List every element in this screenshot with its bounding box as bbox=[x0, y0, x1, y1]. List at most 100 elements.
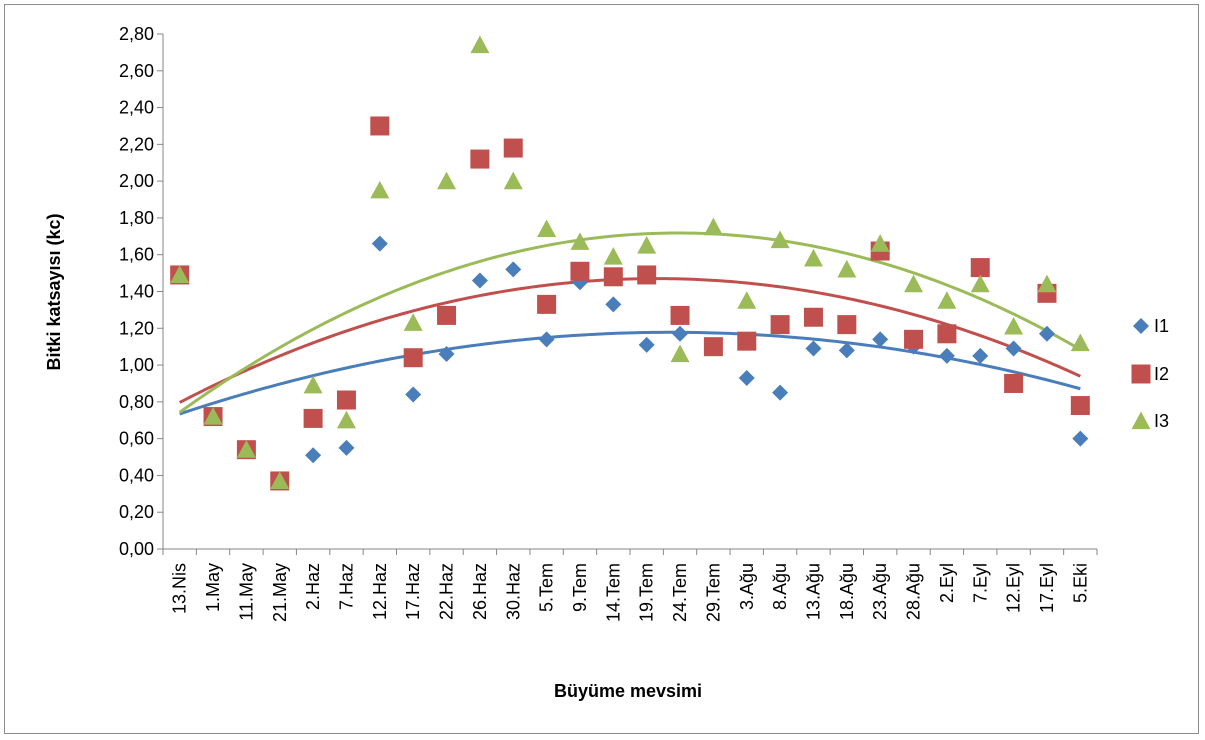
x-tick-label: 18.Ağu bbox=[837, 563, 857, 620]
x-tick-label: 5.Tem bbox=[537, 563, 557, 612]
x-tick-label: 13.Nis bbox=[170, 563, 190, 614]
point-i2 bbox=[803, 307, 823, 327]
trendline-i2 bbox=[178, 277, 1081, 404]
y-tick-label: 2,40 bbox=[119, 98, 154, 118]
y-tick-label: 0,00 bbox=[119, 539, 154, 559]
point-i2 bbox=[970, 258, 990, 278]
x-tick-label: 13.Ağu bbox=[803, 563, 823, 620]
point-i3 bbox=[336, 410, 356, 429]
y-tick-label: 2,20 bbox=[119, 134, 154, 154]
point-i3 bbox=[437, 171, 457, 190]
point-i1 bbox=[872, 331, 889, 348]
x-tick-label: 7.Eyl bbox=[970, 563, 990, 603]
x-tick-label: 19.Tem bbox=[637, 563, 657, 622]
point-i2 bbox=[470, 149, 490, 169]
point-i1 bbox=[672, 325, 689, 342]
point-i1 bbox=[1072, 430, 1089, 447]
point-i2 bbox=[503, 138, 523, 158]
x-tick-label: 8.Ağu bbox=[770, 563, 790, 610]
y-tick-label: 0,40 bbox=[119, 465, 154, 485]
point-i3 bbox=[770, 230, 790, 249]
point-i1 bbox=[405, 386, 422, 403]
point-i1 bbox=[538, 331, 555, 348]
point-i1 bbox=[605, 296, 622, 313]
point-i1 bbox=[1038, 325, 1055, 342]
x-tick-label: 17.Eyl bbox=[1037, 563, 1057, 613]
point-i3 bbox=[603, 247, 623, 265]
x-tick-label: 29.Tem bbox=[703, 563, 723, 622]
x-tick-label: 28.Ağu bbox=[904, 563, 924, 620]
point-i3 bbox=[503, 171, 523, 190]
x-tick-label: 12.Eyl bbox=[1004, 563, 1024, 613]
point-i2 bbox=[437, 305, 457, 325]
point-i3 bbox=[170, 265, 190, 284]
y-axis-title: Bitki katsayısı (kc) bbox=[44, 213, 64, 370]
point-i3 bbox=[1037, 274, 1057, 293]
point-i3 bbox=[803, 248, 823, 267]
axis-layer: 0,00 0,20 0,40 0,60 0,80 1,00 1,20 1,40 1,60 1,80… bbox=[119, 24, 1098, 622]
point-i3 bbox=[470, 35, 490, 54]
point-i3 bbox=[1070, 333, 1090, 352]
point-i1 bbox=[772, 384, 789, 401]
point-i3 bbox=[270, 471, 290, 490]
point-i1 bbox=[505, 261, 522, 278]
trendline-i3 bbox=[178, 231, 1082, 414]
point-i2 bbox=[770, 315, 790, 335]
x-tick-label: 9.Tem bbox=[570, 563, 590, 612]
point-i2 bbox=[670, 305, 690, 325]
point-i1 bbox=[438, 346, 455, 363]
point-i3 bbox=[970, 274, 990, 293]
x-tick-label: 24.Tem bbox=[670, 563, 690, 622]
legend-marker-i1 bbox=[1133, 318, 1149, 334]
point-i2 bbox=[637, 265, 657, 285]
y-tick-label: 1,40 bbox=[119, 282, 154, 302]
y-tick-label: 1,20 bbox=[119, 318, 154, 338]
point-i2 bbox=[537, 294, 557, 314]
marker-layer bbox=[170, 35, 1090, 491]
x-tick-label: 1.May bbox=[203, 563, 223, 612]
point-i2 bbox=[336, 390, 356, 410]
point-i3 bbox=[870, 234, 890, 252]
y-tick-label: 0,20 bbox=[119, 502, 154, 522]
point-i3 bbox=[370, 180, 390, 199]
x-tick-label: 5.Eki bbox=[1070, 563, 1090, 603]
legend-label-i1: I1 bbox=[1154, 316, 1169, 336]
point-i1 bbox=[738, 369, 755, 386]
point-i3 bbox=[670, 344, 690, 363]
point-i2 bbox=[703, 337, 723, 357]
point-i1 bbox=[838, 342, 855, 359]
y-tick-label: 0,60 bbox=[119, 429, 154, 449]
x-tick-label: 22.Haz bbox=[437, 563, 457, 620]
x-tick-label: 12.Haz bbox=[370, 563, 390, 620]
y-tick-label: 0,80 bbox=[119, 392, 154, 412]
point-i2 bbox=[1070, 396, 1090, 416]
x-tick-label: 2.Haz bbox=[303, 563, 323, 610]
point-i2 bbox=[904, 329, 924, 349]
x-tick-label: 2.Eyl bbox=[937, 563, 957, 603]
y-tick-label: 1,80 bbox=[119, 208, 154, 228]
point-i2 bbox=[303, 408, 323, 428]
point-i3 bbox=[737, 291, 757, 309]
point-i2 bbox=[937, 324, 957, 344]
point-i1 bbox=[805, 340, 822, 357]
point-i2 bbox=[837, 315, 857, 335]
point-i2 bbox=[403, 348, 423, 368]
legend-marker-i3 bbox=[1131, 411, 1151, 430]
trendline-i1 bbox=[179, 330, 1081, 416]
y-tick-label: 2,80 bbox=[119, 24, 154, 44]
point-i1 bbox=[338, 439, 355, 456]
point-i3 bbox=[303, 375, 323, 394]
point-i1 bbox=[972, 347, 989, 364]
point-i2 bbox=[1004, 373, 1024, 393]
x-tick-label: 26.Haz bbox=[470, 563, 490, 620]
point-i2 bbox=[570, 261, 590, 281]
x-tick-label: 3.Ağu bbox=[737, 563, 757, 610]
point-i2 bbox=[370, 116, 390, 136]
x-tick-label: 21.May bbox=[270, 563, 290, 622]
trendline-layer bbox=[178, 231, 1082, 416]
point-i3 bbox=[403, 313, 423, 331]
point-i3 bbox=[904, 274, 924, 293]
point-i1 bbox=[638, 336, 655, 353]
x-tick-label: 30.Haz bbox=[503, 563, 523, 620]
legend-marker-i2 bbox=[1131, 364, 1151, 384]
